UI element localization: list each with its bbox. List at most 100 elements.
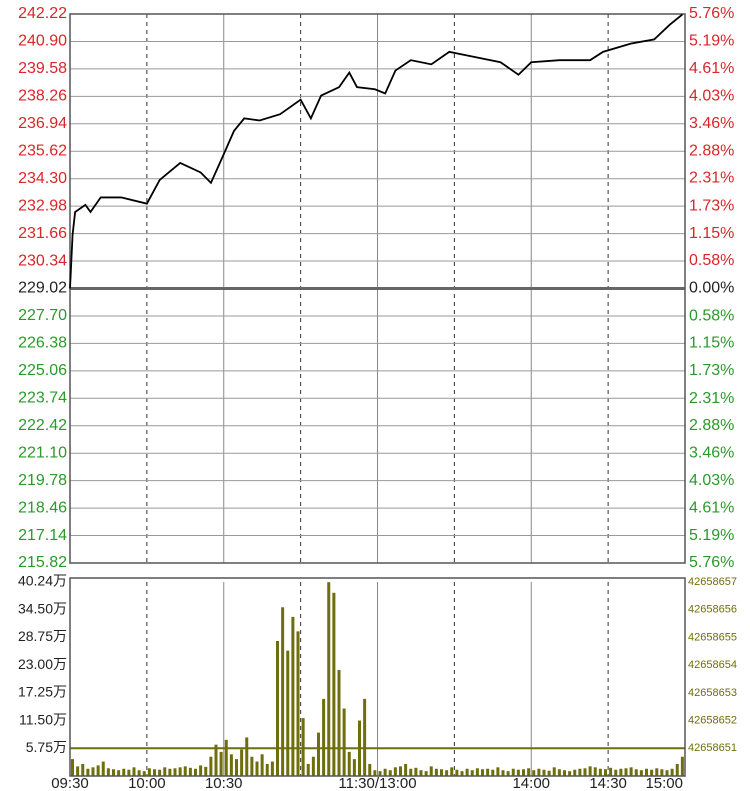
volume-bar [465,768,469,776]
volume-bar [158,769,162,776]
volume-bar [660,769,664,776]
volume-bar [117,770,121,776]
volume-bar [188,767,192,776]
volume-bar [240,749,244,776]
volume-bar [598,768,602,776]
y-tick-label: 34.50万 [18,600,67,616]
volume-bar [537,768,541,776]
y2-tick-label: 0.58% [689,307,734,324]
volume-bar [393,767,397,776]
volume-bar [440,769,443,776]
volume-bar [378,771,382,776]
volume-bar [112,769,115,776]
volume-bar [578,768,582,776]
volume-bar [255,761,259,776]
volume-bar [481,769,484,776]
y2-tick-label: 0.00% [689,280,734,297]
x-tick-label: 14:00 [512,775,550,791]
y2-tick-label: 4.03% [689,472,734,489]
y2-tick-label: 42658655 [688,631,737,643]
volume-bar [122,768,126,776]
y2-tick-label: 3.46% [689,445,734,462]
volume-bar [506,771,510,776]
volume-bar [593,767,597,776]
volume-bar [86,768,90,776]
volume-bar [358,720,361,776]
volume-bar [214,744,218,776]
y2-tick-label: 4.61% [689,499,734,516]
y-tick-label: 231.66 [18,225,67,242]
volume-bar [352,759,356,776]
volume-bar [573,769,577,776]
volume-bar [276,641,279,776]
volume-bar [168,768,172,776]
volume-bar [491,769,495,776]
volume-bar [532,770,536,776]
x-tick-label: 10:00 [128,775,166,791]
volume-bar [634,769,638,776]
y2-tick-label: 42658657 [688,576,737,588]
y2-tick-label: 2.31% [689,390,734,407]
volume-bar [650,769,654,776]
volume-bar [645,768,648,776]
y-tick-label: 28.75万 [18,628,67,644]
volume-bar [101,761,105,776]
y-tick-label: 11.50万 [19,711,67,727]
volume-bar [470,770,474,776]
volume-bar [153,769,156,776]
volume-bar [542,769,546,776]
volume-bar [604,769,607,776]
volume-bar [178,767,182,776]
plot-frame [69,577,686,777]
volume-bar [609,767,613,776]
y-tick-label: 227.70 [18,307,67,324]
y-tick-label: 229.02 [18,280,67,297]
x-tick-label: 11:30/13:00 [338,775,416,791]
volume-bar [209,756,213,776]
y-tick-label: 5.75万 [26,739,67,755]
volume-bar [552,767,556,776]
y-tick-label: 223.74 [18,390,67,407]
volume-bar [511,768,515,776]
volume-bar [388,770,392,776]
y2-tick-label: 5.76% [689,5,734,22]
volume-bar [194,768,197,776]
volume-bar [327,582,331,776]
volume-bar [675,763,679,776]
y2-tick-label: 42658654 [688,659,737,671]
volume-bar [516,769,520,776]
volume-bar [286,650,290,776]
volume-bar [296,631,300,776]
volume-bar [332,592,336,776]
y2-tick-label: 0.58% [689,252,734,269]
volume-bar [347,751,351,776]
volume-bar [127,769,131,776]
volume-bar [383,768,387,776]
volume-bar [132,767,136,776]
volume-bar [173,768,177,776]
y2-tick-label: 1.73% [689,197,734,214]
y2-tick-label: 4.03% [689,88,734,105]
volume-bar [368,763,372,776]
volume-bar [670,768,674,776]
y2-tick-label: 2.88% [689,417,734,434]
volume-bar [501,770,505,776]
volume-bar [619,768,623,776]
y-tick-label: 232.98 [18,197,67,214]
volume-bar [224,739,228,776]
y-tick-label: 40.24万 [18,573,67,589]
volume-bar [455,769,459,776]
y2-tick-label: 2.88% [689,142,734,159]
y-tick-label: 17.25万 [18,684,67,700]
volume-bar [547,770,551,776]
y2-tick-label: 42658653 [688,687,737,699]
volume-bar [96,765,100,776]
x-tick-label: 15:00 [645,775,683,791]
price-line [69,13,684,289]
volume-bar [486,768,490,776]
volume-bar [301,718,305,776]
volume-bar [409,768,413,776]
volume-bar [306,763,310,776]
volume-bar [614,769,618,776]
volume-bar [291,616,295,776]
